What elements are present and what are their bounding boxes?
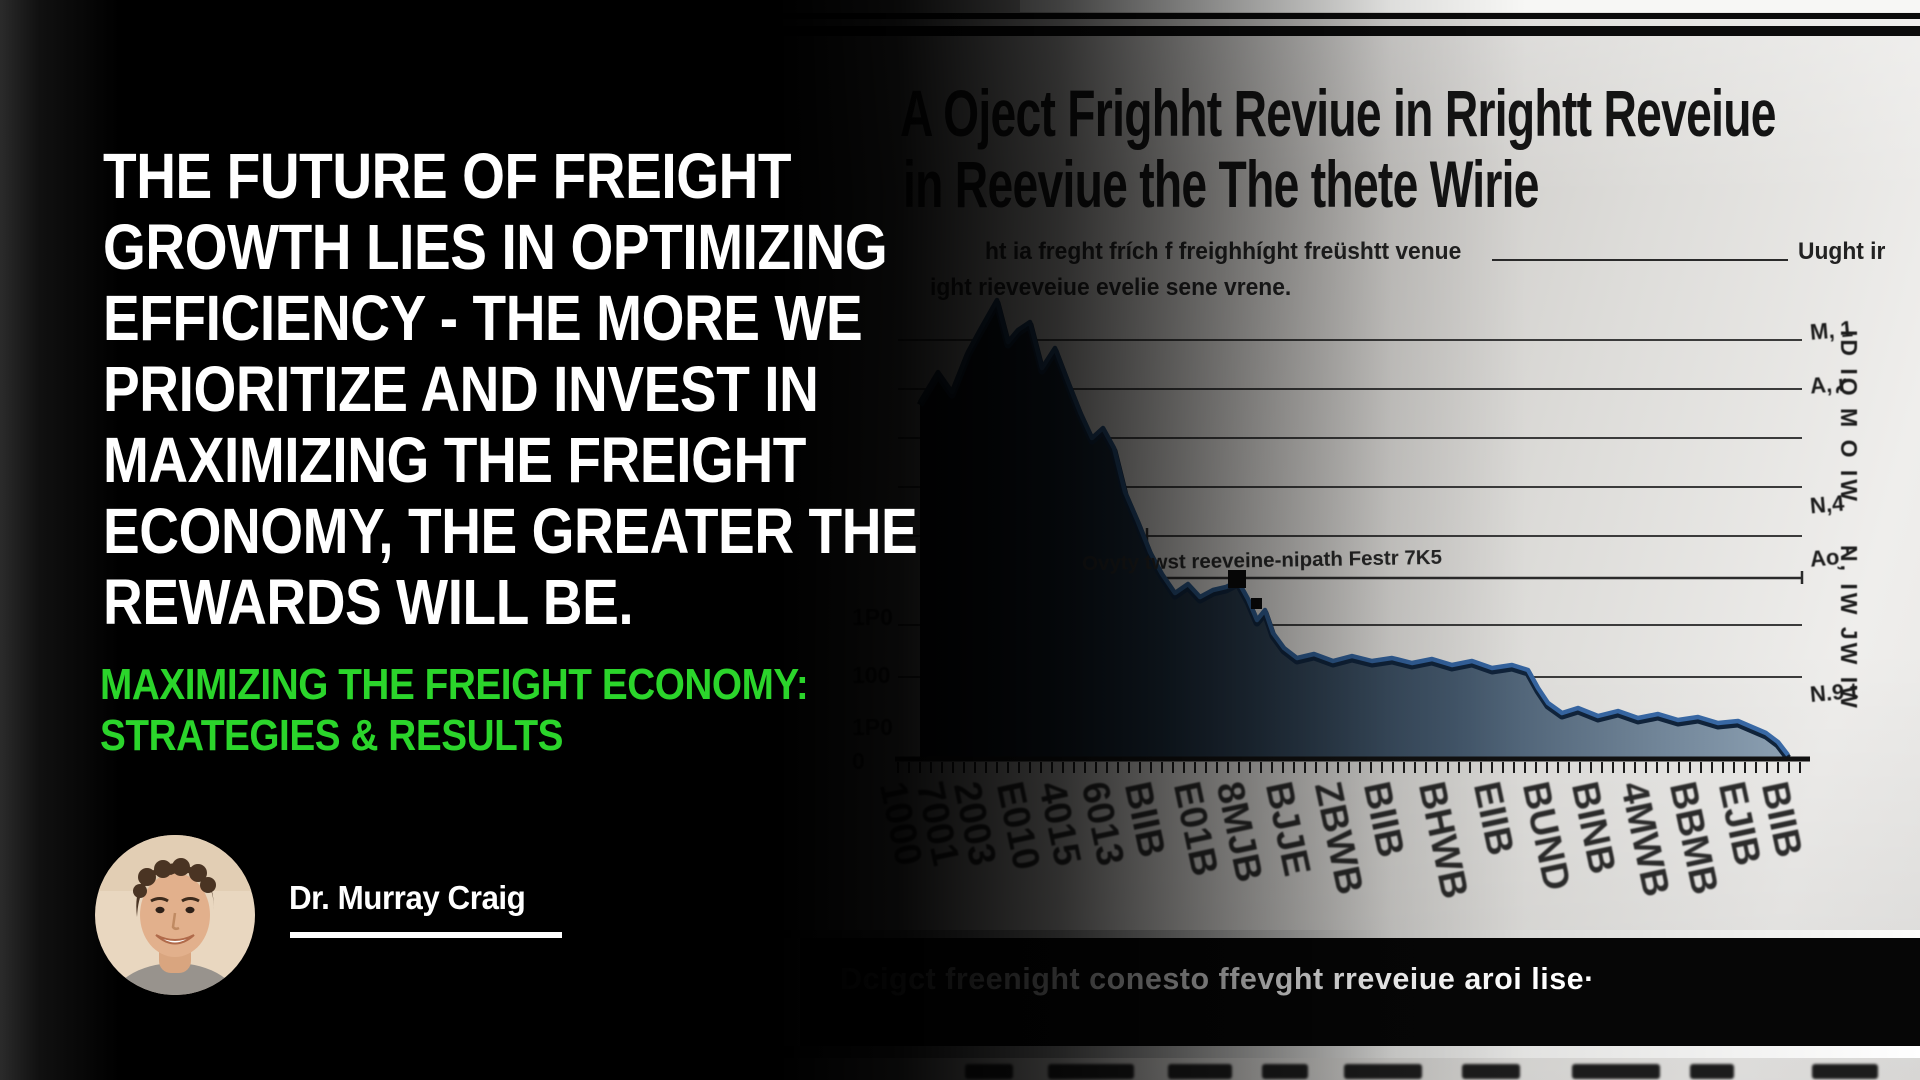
chart-title-line1: A Oject Frighht Reviue in Rrightt Reveiu… bbox=[900, 76, 1776, 150]
topic-heading: MAXIMIZING THE FREIGHT ECONOMY: STRATEGI… bbox=[100, 659, 905, 761]
quote-text: THE FUTURE OF FREIGHT GROWTH LIES IN OPT… bbox=[103, 141, 1203, 638]
y-axis-right-label: Ao ' bbox=[1808, 543, 1852, 572]
caption-bottom-strip bbox=[760, 1046, 1920, 1058]
bottom-edge-blob bbox=[1812, 1064, 1878, 1079]
photo-caption: Dcigct freenight conesto ffevght rreveiu… bbox=[840, 962, 1595, 996]
photo-top-border-line bbox=[770, 13, 1920, 19]
quote-line: MAXIMIZING THE FREIGHT bbox=[103, 424, 806, 496]
bottom-edge-blob bbox=[1344, 1064, 1422, 1079]
avatar-smile bbox=[155, 934, 195, 945]
photo-top-border-line bbox=[770, 26, 1920, 36]
topic-line: MAXIMIZING THE FREIGHT ECONOMY: bbox=[100, 660, 809, 709]
subtitle-rule-line bbox=[1492, 259, 1789, 261]
quote-line: GROWTH LIES IN OPTIMIZING bbox=[103, 211, 888, 283]
topic-line: STRATEGIES & RESULTS bbox=[100, 711, 564, 760]
right-edge-vertical-text: ID IQ M O IW bbox=[1836, 330, 1862, 504]
y-axis-right-label: N.9 t bbox=[1808, 677, 1859, 708]
y-axis-right-label: N,4 bbox=[1808, 490, 1846, 519]
avatar-shirt bbox=[109, 963, 241, 995]
bottom-edge-blob bbox=[1462, 1064, 1520, 1079]
quote-line: REWARDS WILL BE. bbox=[103, 566, 634, 638]
author-underline bbox=[290, 932, 562, 938]
avatar bbox=[95, 835, 255, 995]
bottom-edge-blob bbox=[1262, 1064, 1308, 1079]
y-axis-right-label: A, r bbox=[1808, 370, 1848, 399]
bottom-edge-blob bbox=[1168, 1064, 1232, 1079]
caption-top-strip bbox=[760, 930, 1920, 938]
bottom-edge-blob bbox=[1048, 1064, 1134, 1079]
quote-line: EFFICIENCY - THE MORE WE bbox=[103, 282, 863, 354]
bottom-edge-blob bbox=[1572, 1064, 1660, 1079]
chart-subtitle-tail: Uught ir bbox=[1798, 238, 1886, 265]
y-axis-right-label: M, 1 bbox=[1808, 316, 1854, 345]
author-name: Dr. Murray Craig bbox=[289, 879, 526, 916]
photo-top-white-strip bbox=[1020, 0, 1920, 12]
bottom-edge-blob bbox=[965, 1064, 1013, 1079]
quote-line: ECONOMY, THE GREATER THE bbox=[103, 495, 918, 567]
quote-line: PRIORITIZE AND INVEST IN bbox=[103, 353, 819, 425]
quote-line: THE FUTURE OF FREIGHT bbox=[103, 140, 792, 212]
bottom-edge-blob bbox=[1690, 1064, 1734, 1079]
data-marker bbox=[1251, 598, 1262, 609]
